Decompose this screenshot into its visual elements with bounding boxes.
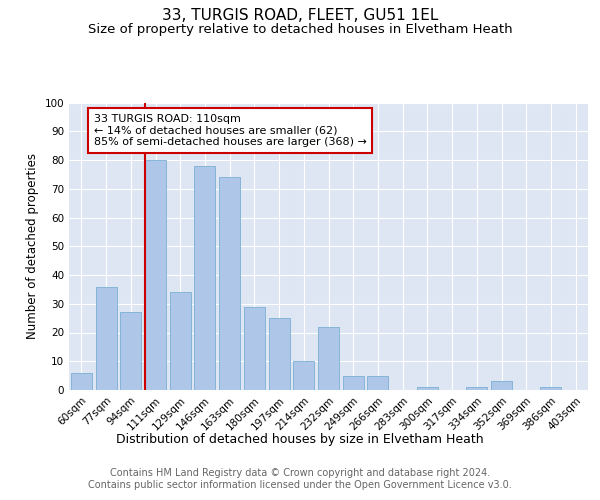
Bar xyxy=(145,160,166,390)
Text: Contains HM Land Registry data © Crown copyright and database right 2024.
Contai: Contains HM Land Registry data © Crown c… xyxy=(88,468,512,490)
Bar xyxy=(491,382,512,390)
Bar xyxy=(170,292,191,390)
Bar xyxy=(367,376,388,390)
Text: 33, TURGIS ROAD, FLEET, GU51 1EL: 33, TURGIS ROAD, FLEET, GU51 1EL xyxy=(162,8,438,22)
Bar xyxy=(417,387,438,390)
Bar xyxy=(343,376,364,390)
Bar xyxy=(219,178,240,390)
Text: Size of property relative to detached houses in Elvetham Heath: Size of property relative to detached ho… xyxy=(88,22,512,36)
Bar xyxy=(466,387,487,390)
Bar xyxy=(244,306,265,390)
Bar xyxy=(541,387,562,390)
Bar xyxy=(194,166,215,390)
Y-axis label: Number of detached properties: Number of detached properties xyxy=(26,153,39,340)
Text: 33 TURGIS ROAD: 110sqm
← 14% of detached houses are smaller (62)
85% of semi-det: 33 TURGIS ROAD: 110sqm ← 14% of detached… xyxy=(94,114,367,147)
Bar xyxy=(318,327,339,390)
Text: Distribution of detached houses by size in Elvetham Heath: Distribution of detached houses by size … xyxy=(116,432,484,446)
Bar xyxy=(120,312,141,390)
Bar xyxy=(71,373,92,390)
Bar xyxy=(95,286,116,390)
Bar xyxy=(293,361,314,390)
Bar xyxy=(269,318,290,390)
